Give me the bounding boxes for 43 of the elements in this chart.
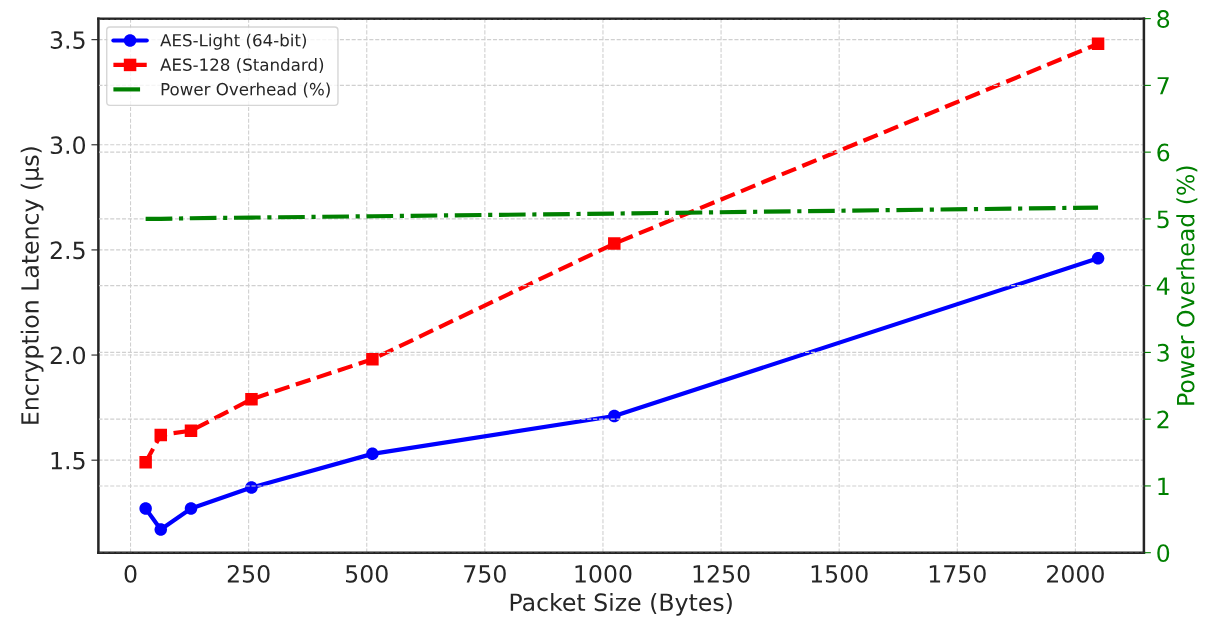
y2-tick-label: 1 [1158, 477, 1169, 495]
y2-tick-label: 5 [1157, 210, 1169, 229]
point [245, 392, 258, 406]
point [366, 447, 379, 461]
line-series [143, 205, 1101, 221]
legend-label: Power Overhead (%) [161, 82, 330, 98]
x-axis-title: Packet Size (Bytes) [510, 592, 732, 616]
legend-label: AES-128 (Standard) [160, 58, 324, 73]
point [184, 424, 198, 437]
y2-tick-label: 4 [1156, 277, 1170, 295]
y-tick-label: 3.0 [50, 136, 86, 155]
y2-tick-label: 8 [1157, 10, 1170, 28]
x-tick-label: 1250 [693, 564, 750, 583]
x-tick-label: 1500 [811, 564, 868, 583]
point [154, 428, 168, 442]
y-axis-title: Encryption Latency (μs) [20, 147, 44, 424]
y2-axis-title: Power Overhead (%) [1176, 166, 1198, 405]
y2-tick-label: 6 [1157, 143, 1170, 162]
point [184, 502, 198, 515]
x-tick-label: 2000 [1047, 564, 1104, 583]
point [608, 237, 621, 250]
x-tick-label: 250 [227, 564, 270, 583]
x-tick-label: 0 [124, 564, 137, 583]
point [154, 523, 168, 536]
x-tick-label: 750 [464, 564, 506, 583]
y2-tick-label: 7 [1157, 77, 1169, 95]
x-tick-label: 500 [346, 564, 388, 583]
x-tick-label: 1750 [929, 564, 986, 583]
point [1091, 37, 1105, 51]
y-tick-label: 3.5 [50, 31, 85, 49]
point [139, 502, 152, 515]
y-tick-label: 2.0 [50, 346, 86, 365]
point [1091, 252, 1105, 265]
point [608, 409, 621, 423]
point [139, 456, 152, 469]
y2-tick-label: 2 [1157, 410, 1169, 429]
y2-tick-label: 3 [1157, 343, 1169, 362]
point [366, 353, 379, 366]
y2-tick-label: 0 [1157, 544, 1170, 562]
legend-label: AES-Light (64-bit) [160, 33, 307, 50]
x-tick-label: 1000 [575, 564, 632, 583]
y-tick-label: 2.5 [50, 241, 85, 260]
y-tick-label: 1.5 [51, 451, 85, 470]
